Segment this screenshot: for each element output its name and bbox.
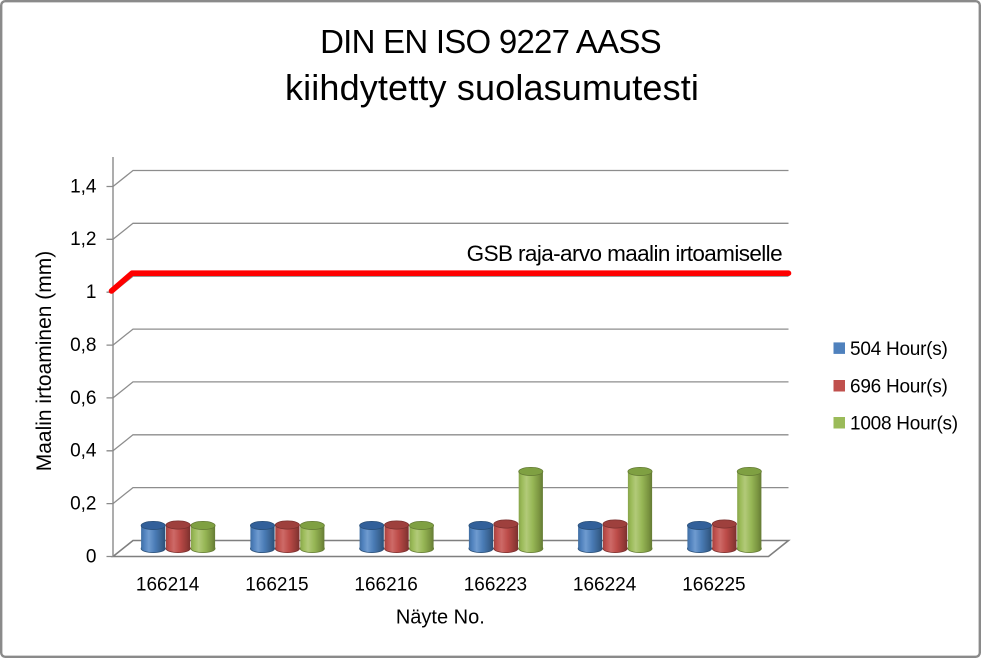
svg-text:166215: 166215 (245, 575, 308, 596)
svg-text:kiihdytetty suolasumutesti: kiihdytetty suolasumutesti (285, 67, 699, 108)
svg-text:GSB raja-arvo maalin irtoamise: GSB raja-arvo maalin irtoamiselle (467, 241, 782, 266)
svg-text:0,2: 0,2 (70, 494, 96, 515)
svg-text:166214: 166214 (136, 575, 200, 596)
svg-text:1: 1 (86, 282, 97, 303)
svg-text:Maalin irtoaminen (mm): Maalin irtoaminen (mm) (33, 251, 56, 472)
svg-text:166216: 166216 (354, 575, 417, 596)
svg-text:696 Hour(s): 696 Hour(s) (850, 376, 948, 397)
svg-text:166225: 166225 (682, 575, 745, 596)
svg-text:166224: 166224 (573, 575, 637, 596)
svg-text:0: 0 (86, 546, 97, 567)
svg-text:504 Hour(s): 504 Hour(s) (850, 339, 948, 360)
svg-text:0,8: 0,8 (70, 335, 96, 356)
svg-text:1,4: 1,4 (70, 176, 97, 197)
svg-text:1008 Hour(s): 1008 Hour(s) (850, 413, 958, 434)
svg-text:166223: 166223 (464, 575, 527, 596)
svg-text:Näyte No.: Näyte No. (396, 607, 485, 629)
svg-text:0,4: 0,4 (70, 441, 97, 462)
svg-text:1,2: 1,2 (70, 229, 96, 250)
svg-text:DIN EN ISO 9227 AASS: DIN EN ISO 9227 AASS (320, 23, 661, 60)
svg-text:0,6: 0,6 (70, 388, 96, 409)
